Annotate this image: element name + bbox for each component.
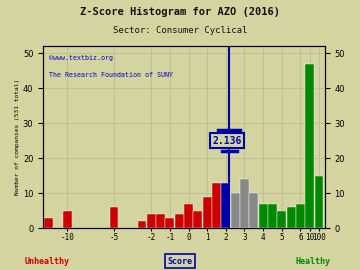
Bar xyxy=(63,211,72,228)
Bar xyxy=(166,218,174,228)
Y-axis label: Number of companies (531 total): Number of companies (531 total) xyxy=(15,79,20,195)
Bar xyxy=(277,211,286,228)
Bar xyxy=(175,214,184,228)
Bar xyxy=(109,207,118,228)
Bar xyxy=(315,176,324,228)
Bar xyxy=(268,204,277,228)
Bar xyxy=(203,197,212,228)
Bar xyxy=(249,193,258,228)
Bar xyxy=(221,183,230,228)
Text: Sector: Consumer Cyclical: Sector: Consumer Cyclical xyxy=(113,26,247,35)
Bar xyxy=(138,221,147,228)
Text: 2.136: 2.136 xyxy=(213,136,242,146)
Bar xyxy=(305,63,314,228)
Bar xyxy=(287,207,296,228)
Text: Unhealthy: Unhealthy xyxy=(24,257,69,266)
Bar xyxy=(259,204,267,228)
Bar xyxy=(231,193,240,228)
Bar xyxy=(240,179,249,228)
Bar xyxy=(44,218,53,228)
Text: Healthy: Healthy xyxy=(296,257,331,266)
Bar xyxy=(296,204,305,228)
Bar xyxy=(212,183,221,228)
Bar xyxy=(156,214,165,228)
Text: The Research Foundation of SUNY: The Research Foundation of SUNY xyxy=(49,72,173,78)
Text: Z-Score Histogram for AZO (2016): Z-Score Histogram for AZO (2016) xyxy=(80,7,280,17)
Text: ©www.textbiz.org: ©www.textbiz.org xyxy=(49,55,113,61)
Bar xyxy=(184,204,193,228)
Bar xyxy=(193,211,202,228)
Text: Score: Score xyxy=(167,257,193,266)
Bar xyxy=(147,214,156,228)
